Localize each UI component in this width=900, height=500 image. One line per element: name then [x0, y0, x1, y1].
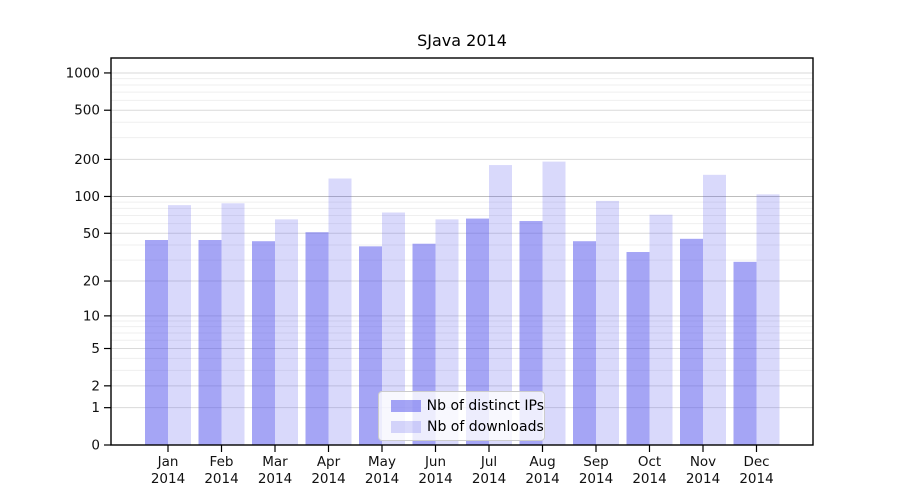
y-tick-label: 10	[83, 308, 100, 324]
legend-label-downloads: Nb of downloads	[427, 418, 544, 435]
bar-ips-jul	[466, 218, 489, 445]
x-tick-label-month: Jul	[480, 454, 497, 470]
y-tick-label: 100	[74, 189, 100, 205]
x-tick-label-year: 2014	[632, 471, 666, 487]
y-tick-label: 50	[83, 226, 100, 242]
chart-title: SJava 2014	[417, 31, 507, 50]
bar-downloads-dec	[756, 194, 780, 445]
x-tick-label-year: 2014	[686, 471, 720, 487]
bar-ips-may	[359, 246, 382, 445]
bar-downloads-apr	[328, 178, 352, 445]
x-tick-label-month: Aug	[529, 454, 555, 470]
bar-downloads-may	[382, 212, 405, 445]
x-tick-label-year: 2014	[151, 471, 185, 487]
y-tick-label: 5	[91, 341, 100, 357]
bar-downloads-nov	[703, 174, 726, 445]
y-tick-label: 20	[83, 274, 100, 290]
x-tick-label-month: Sep	[583, 454, 608, 470]
x-tick-label-year: 2014	[204, 471, 238, 487]
bar-ips-oct	[626, 252, 650, 445]
x-tick-label-month: Feb	[210, 454, 234, 470]
bar-downloads-sep	[596, 200, 619, 445]
bar-ips-dec	[733, 261, 757, 445]
x-tick-label-year: 2014	[472, 471, 506, 487]
bar-ips-aug	[519, 221, 543, 445]
legend-item-downloads: Nb of downloads	[391, 419, 544, 435]
x-tick-label-year: 2014	[258, 471, 292, 487]
bar-ips-nov	[680, 238, 703, 445]
legend-swatch-distinct-ips	[391, 399, 421, 412]
bar-downloads-jan	[168, 205, 191, 445]
bar-ips-sep	[573, 241, 596, 445]
bar-downloads-jul	[489, 165, 512, 445]
x-tick-label-month: Apr	[317, 454, 341, 470]
y-tick-label: 500	[74, 103, 100, 119]
x-tick-label-year: 2014	[418, 471, 452, 487]
x-tick-label-month: May	[368, 454, 396, 470]
legend-swatch-downloads	[391, 420, 421, 433]
bar-ips-jan	[145, 240, 168, 445]
bar-downloads-mar	[275, 219, 298, 445]
x-tick-label-month: Mar	[262, 454, 288, 470]
x-tick-label-year: 2014	[579, 471, 613, 487]
y-tick-label: 200	[74, 152, 100, 168]
x-tick-label-year: 2014	[739, 471, 773, 487]
x-tick-label-month: Dec	[743, 454, 769, 470]
y-tick-label: 1	[91, 400, 100, 416]
bar-downloads-oct	[649, 214, 673, 445]
x-tick-label-month: Jun	[424, 454, 446, 470]
y-tick-label: 0	[91, 438, 100, 454]
legend-item-distinct-ips: Nb of distinct IPs	[391, 398, 544, 414]
bar-downloads-aug	[542, 161, 566, 446]
x-tick-label-year: 2014	[311, 471, 345, 487]
x-tick-label-year: 2014	[365, 471, 399, 487]
x-tick-label-month: Jan	[157, 454, 179, 470]
x-tick-label-year: 2014	[525, 471, 559, 487]
bar-ips-apr	[305, 232, 329, 445]
legend-label-distinct-ips: Nb of distinct IPs	[426, 397, 544, 414]
bar-downloads-feb	[221, 203, 245, 445]
y-tick-label: 1000	[66, 65, 100, 81]
x-tick-label-month: Oct	[638, 454, 661, 470]
x-tick-label-month: Nov	[690, 454, 716, 470]
legend: Nb of distinct IPs Nb of downloads	[378, 391, 545, 441]
y-tick-label: 2	[91, 378, 100, 394]
bar-ips-feb	[198, 240, 222, 445]
bar-ips-mar	[252, 241, 275, 445]
bar-downloads-jun	[435, 219, 459, 445]
plot-box	[110, 57, 814, 446]
